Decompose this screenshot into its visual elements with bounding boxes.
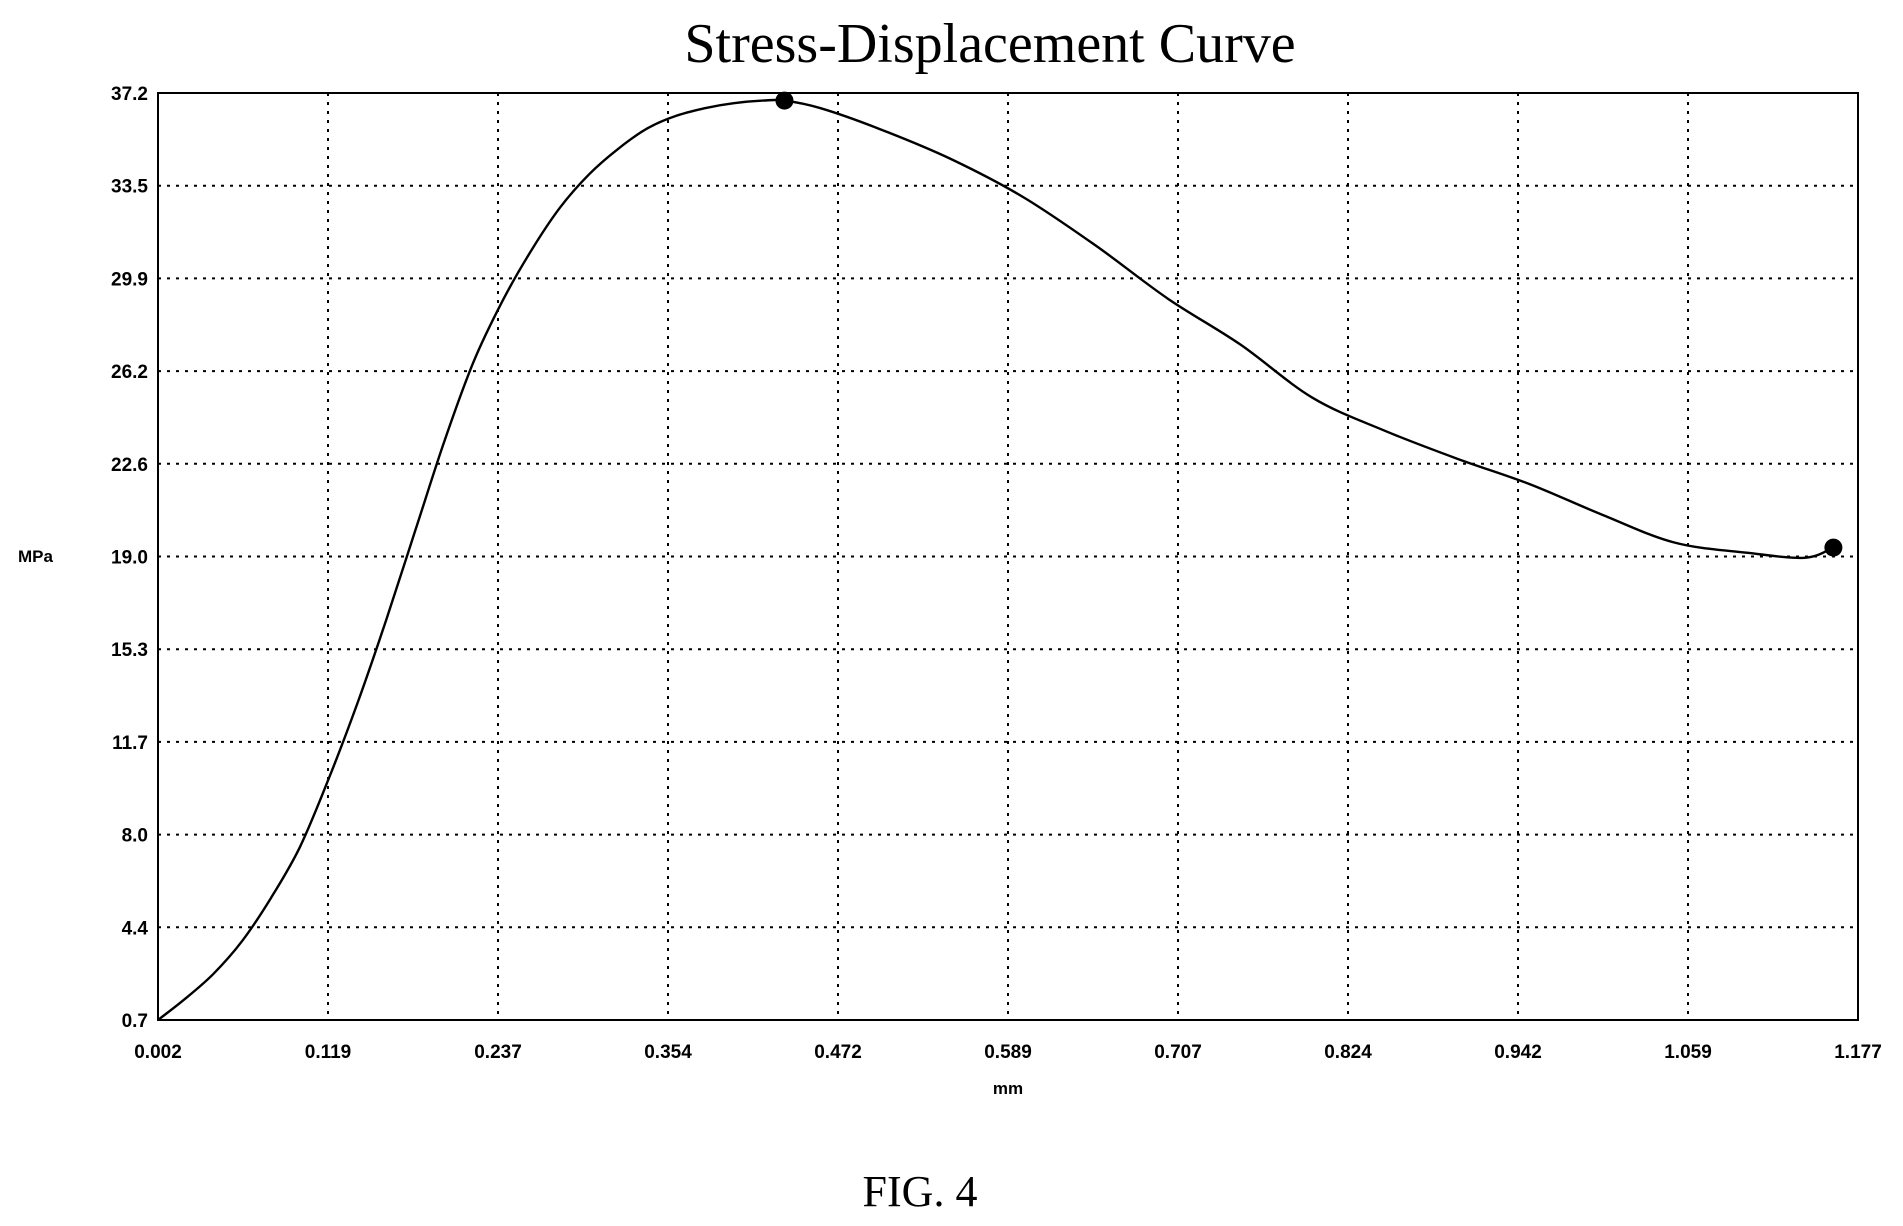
- peak-stress-marker: [775, 91, 794, 110]
- x-tick-label: 0.824: [1324, 1042, 1372, 1063]
- x-tick-label: 0.472: [814, 1042, 862, 1063]
- y-axis-tick-labels: 0.7 4.4 8.0 11.7 15.3 19.0 22.6 26.2 29.9 33.5 37.…: [111, 84, 148, 1032]
- end-point-marker: [1824, 538, 1843, 557]
- y-tick-label: 22.6: [111, 455, 148, 476]
- x-tick-label: 0.354: [644, 1042, 692, 1063]
- y-tick-label: 29.9: [111, 269, 148, 290]
- y-tick-label: 0.7: [122, 1011, 148, 1032]
- x-tick-label: 0.119: [305, 1042, 352, 1063]
- plot-area-frame: [157, 92, 1859, 1021]
- stress-displacement-line: [157, 98, 1834, 1021]
- x-tick-label: 1.177: [1834, 1042, 1882, 1063]
- x-tick-label: 0.002: [134, 1042, 182, 1063]
- y-tick-label: 15.3: [111, 640, 148, 661]
- y-tick-label: 8.0: [122, 826, 148, 847]
- y-axis-label: MPa: [18, 547, 54, 566]
- x-tick-label: 0.589: [984, 1042, 1032, 1063]
- y-tick-label: 4.4: [122, 918, 149, 939]
- x-axis-label: mm: [993, 1079, 1023, 1098]
- x-tick-label: 0.707: [1154, 1042, 1202, 1063]
- x-tick-label: 1.059: [1664, 1042, 1712, 1063]
- x-axis-tick-labels: 0.002 0.119 0.237 0.354 0.472 0.589 0.707 0.824…: [134, 1042, 1882, 1063]
- x-tick-label: 0.942: [1494, 1042, 1542, 1063]
- y-tick-label: 11.7: [112, 733, 148, 754]
- x-tick-label: 0.237: [474, 1042, 522, 1063]
- y-tick-label: 19.0: [111, 548, 148, 569]
- figure-caption: FIG. 4: [863, 1167, 978, 1216]
- chart-title: Stress-Displacement Curve: [684, 13, 1295, 75]
- y-tick-label: 33.5: [111, 177, 148, 198]
- y-tick-label: 37.2: [111, 84, 148, 105]
- y-tick-label: 26.2: [111, 362, 148, 383]
- curve-markers: [775, 91, 1843, 557]
- chart-gridlines: [158, 93, 1858, 1020]
